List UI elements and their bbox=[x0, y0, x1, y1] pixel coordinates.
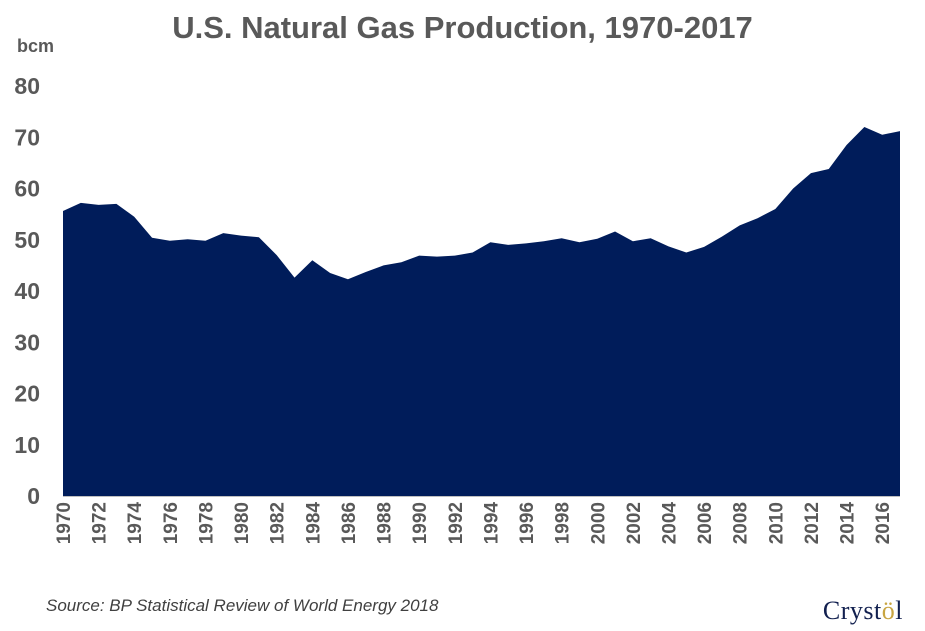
x-tick-label-1982: 1982 bbox=[268, 502, 289, 544]
x-tick-label-2008: 2008 bbox=[731, 502, 752, 544]
y-tick-label-80: 80 bbox=[14, 73, 40, 99]
x-tick-label-2016: 2016 bbox=[873, 502, 894, 544]
logo-mark: ö bbox=[881, 596, 896, 625]
x-tick-label-2014: 2014 bbox=[838, 502, 859, 545]
x-tick-label-1974: 1974 bbox=[125, 502, 146, 545]
y-tick-label-50: 50 bbox=[14, 227, 40, 253]
chart-title: U.S. Natural Gas Production, 1970-2017 bbox=[172, 10, 753, 45]
x-tick-label-1998: 1998 bbox=[553, 502, 574, 544]
y-tick-label-60: 60 bbox=[14, 176, 40, 202]
x-tick-label-1970: 1970 bbox=[54, 502, 75, 544]
x-tick-label-1976: 1976 bbox=[161, 502, 182, 544]
y-axis-unit-label: bcm bbox=[17, 36, 55, 56]
x-tick-label-1996: 1996 bbox=[517, 502, 538, 544]
x-tick-label-1988: 1988 bbox=[375, 502, 396, 544]
x-tick-label-2000: 2000 bbox=[588, 502, 609, 544]
logo-text-start: Cryst bbox=[822, 596, 882, 625]
y-tick-label-40: 40 bbox=[14, 278, 40, 304]
x-tick-label-2002: 2002 bbox=[624, 502, 645, 544]
source-note: Source: BP Statistical Review of World E… bbox=[46, 596, 439, 615]
x-tick-label-1992: 1992 bbox=[446, 502, 467, 544]
x-tick-label-2006: 2006 bbox=[695, 502, 716, 544]
y-tick-label-70: 70 bbox=[14, 124, 40, 150]
x-tick-label-1986: 1986 bbox=[339, 502, 360, 544]
x-tick-label-2012: 2012 bbox=[802, 502, 823, 544]
y-tick-label-0: 0 bbox=[27, 483, 40, 509]
y-tick-label-20: 20 bbox=[14, 381, 40, 407]
crystol-logo: Crystöl bbox=[823, 596, 903, 626]
x-tick-label-1990: 1990 bbox=[410, 502, 431, 544]
y-tick-label-10: 10 bbox=[14, 432, 40, 458]
production-area bbox=[63, 127, 900, 496]
x-tick-label-2004: 2004 bbox=[659, 502, 680, 545]
x-tick-label-1980: 1980 bbox=[232, 502, 253, 544]
x-tick-label-1984: 1984 bbox=[303, 502, 324, 545]
x-tick-label-1994: 1994 bbox=[481, 502, 502, 545]
x-tick-label-2010: 2010 bbox=[766, 502, 787, 544]
x-tick-label-1978: 1978 bbox=[196, 502, 217, 544]
y-tick-label-30: 30 bbox=[14, 329, 40, 355]
x-tick-label-1972: 1972 bbox=[90, 502, 111, 544]
logo-text-end: l bbox=[895, 596, 903, 625]
